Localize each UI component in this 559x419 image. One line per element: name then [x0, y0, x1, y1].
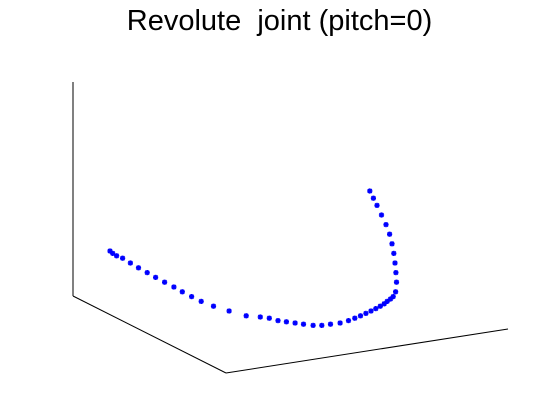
data-point: [210, 303, 217, 309]
data-point: [198, 298, 204, 304]
axes-3d: [72, 82, 509, 374]
data-point: [390, 294, 396, 300]
data-points: [107, 188, 400, 328]
data-point: [393, 270, 399, 276]
data-point: [310, 322, 316, 328]
data-point: [373, 306, 379, 312]
data-point: [243, 313, 249, 319]
data-point: [179, 289, 185, 295]
data-point: [226, 308, 232, 314]
data-point: [391, 250, 397, 256]
data-point: [171, 284, 177, 290]
data-point: [367, 188, 373, 194]
data-point: [257, 314, 263, 320]
data-point: [153, 274, 159, 280]
data-point: [266, 315, 272, 321]
y-axis-line: [225, 328, 509, 374]
data-point: [363, 310, 369, 316]
data-point: [387, 231, 393, 237]
data-point: [283, 319, 289, 325]
data-point: [374, 202, 380, 208]
data-point: [110, 250, 116, 256]
data-point: [345, 318, 352, 324]
data-point: [378, 212, 385, 218]
data-point: [114, 253, 120, 259]
data-point: [189, 294, 195, 300]
data-point: [120, 255, 126, 261]
data-point: [383, 222, 389, 228]
data-point: [392, 260, 398, 266]
data-point: [275, 318, 281, 324]
data-point: [389, 241, 395, 247]
data-point: [300, 321, 307, 327]
data-point: [319, 322, 325, 328]
data-point: [393, 279, 400, 285]
data-point: [292, 320, 298, 326]
chart-title: Revolute joint (pitch=0): [126, 5, 433, 37]
data-point: [127, 260, 133, 266]
data-point: [368, 308, 374, 314]
data-point: [352, 315, 358, 321]
data-point: [370, 195, 376, 201]
data-point: [135, 265, 142, 271]
data-point: [144, 270, 150, 276]
x-axis-line: [72, 295, 227, 374]
data-point: [162, 279, 168, 285]
data-point: [357, 313, 364, 319]
data-point: [337, 320, 343, 326]
data-point: [327, 321, 334, 327]
data-point: [393, 289, 399, 295]
data-point: [377, 303, 383, 309]
